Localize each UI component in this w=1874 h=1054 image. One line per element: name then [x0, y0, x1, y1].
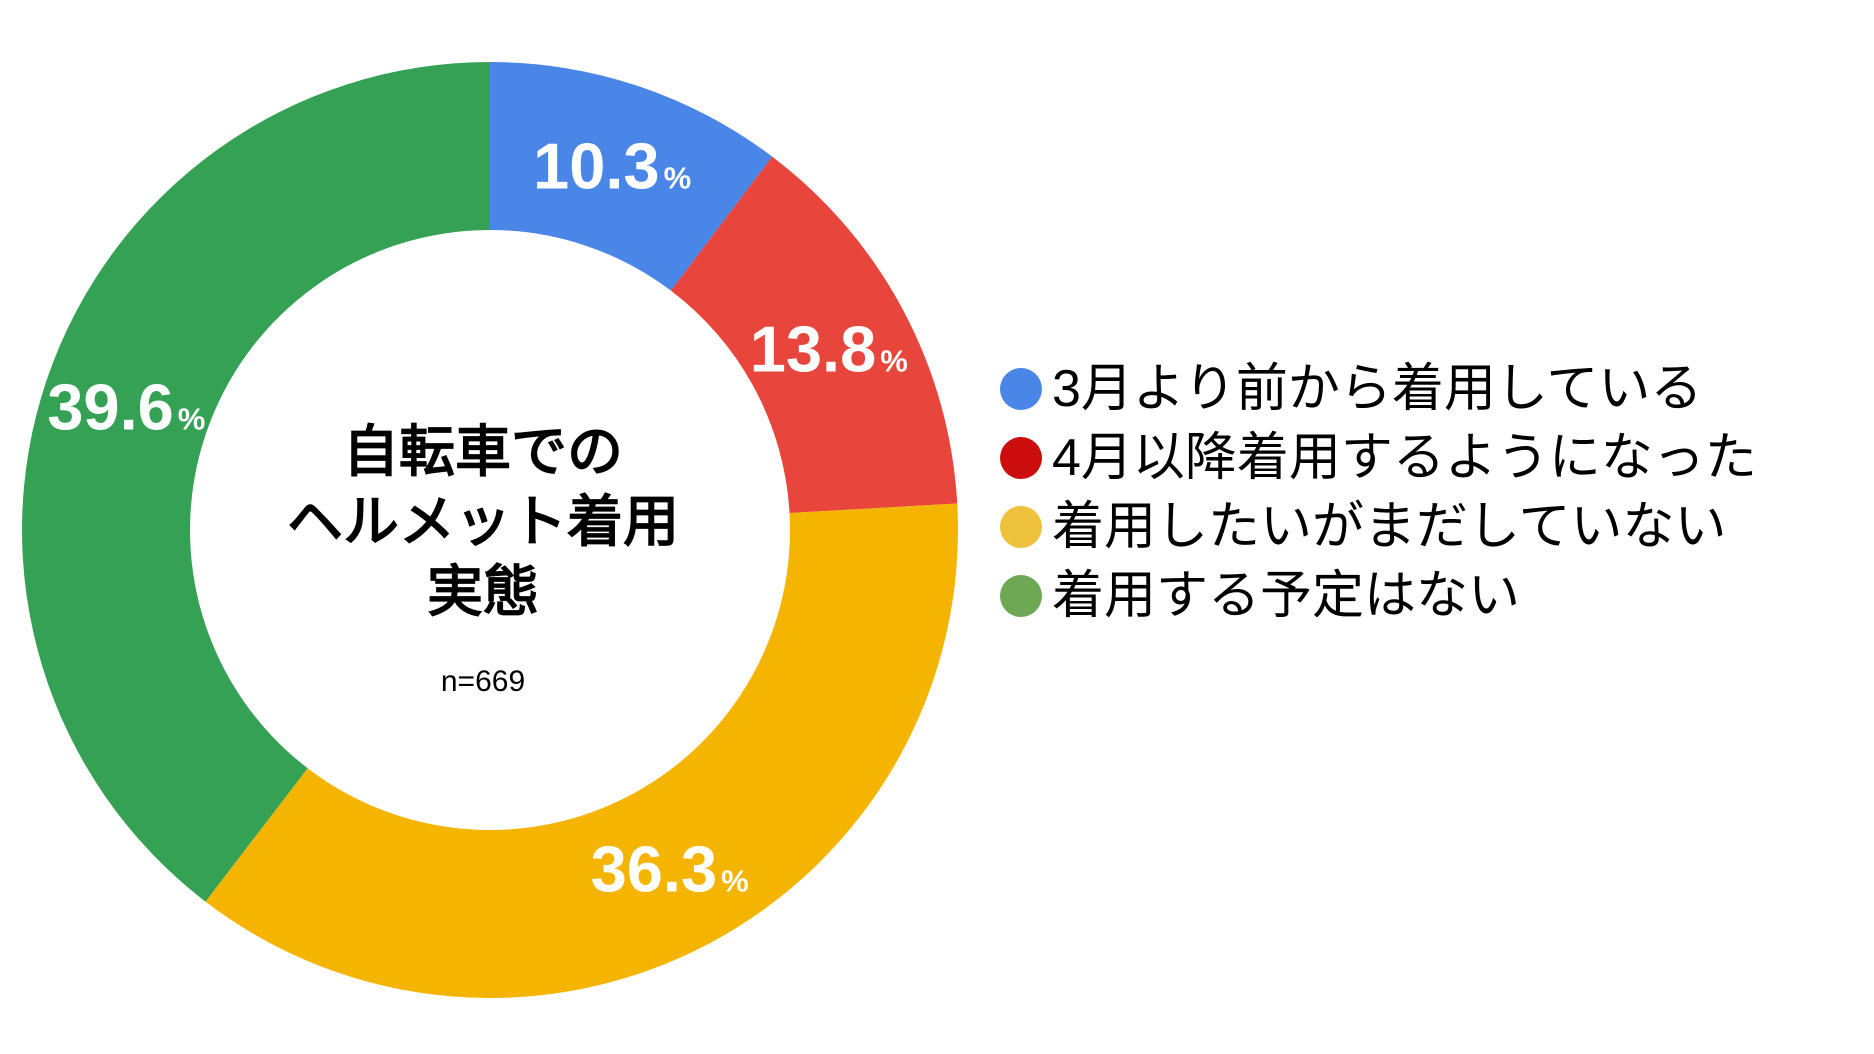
segment-value-label: 10.3%	[533, 133, 691, 198]
sample-size-label: n=669	[440, 665, 526, 698]
segment-value-label: 39.6%	[47, 374, 205, 439]
segment-value-number: 36.3	[590, 832, 718, 906]
chart-legend: 3月より前から着用している 4月以降着用するようになった 着用したいがまだしていない…	[1000, 354, 1757, 630]
pie-segment-2	[670, 156, 958, 514]
segment-value-number: 10.3	[533, 129, 660, 203]
percent-sign: %	[721, 863, 749, 899]
percent-sign: %	[880, 343, 908, 379]
legend-swatch-icon	[1000, 367, 1042, 410]
pie-segment-3	[205, 503, 958, 999]
segment-value-number: 39.6	[47, 370, 174, 444]
legend-label: 4月以降着用するようになった	[1052, 428, 1757, 487]
legend-item: 3月より前から着用している	[1000, 354, 1757, 423]
segment-value-number: 13.8	[749, 312, 877, 386]
segment-value-label: 13.8%	[750, 317, 908, 382]
legend-item: 着用する予定はない	[1000, 561, 1757, 630]
legend-label: 着用する予定はない	[1052, 566, 1521, 625]
pie-segment-1	[490, 62, 773, 291]
percent-sign: %	[177, 401, 206, 437]
percent-sign: %	[663, 160, 692, 196]
pie-segment-4	[21, 62, 491, 902]
legend-item: 4月以降着用するようになった	[1000, 423, 1757, 492]
legend-swatch-icon	[1000, 505, 1042, 548]
segment-value-label: 36.3%	[591, 837, 749, 902]
legend-label: 着用したいがまだしていない	[1052, 497, 1727, 556]
legend-swatch-icon	[1000, 574, 1042, 617]
chart-center-title: 自転車での ヘルメット着用 実態	[287, 420, 679, 623]
legend-label: 3月より前から着用している	[1052, 359, 1703, 418]
legend-swatch-icon	[1000, 436, 1042, 479]
legend-item: 着用したいがまだしていない	[1000, 492, 1757, 561]
